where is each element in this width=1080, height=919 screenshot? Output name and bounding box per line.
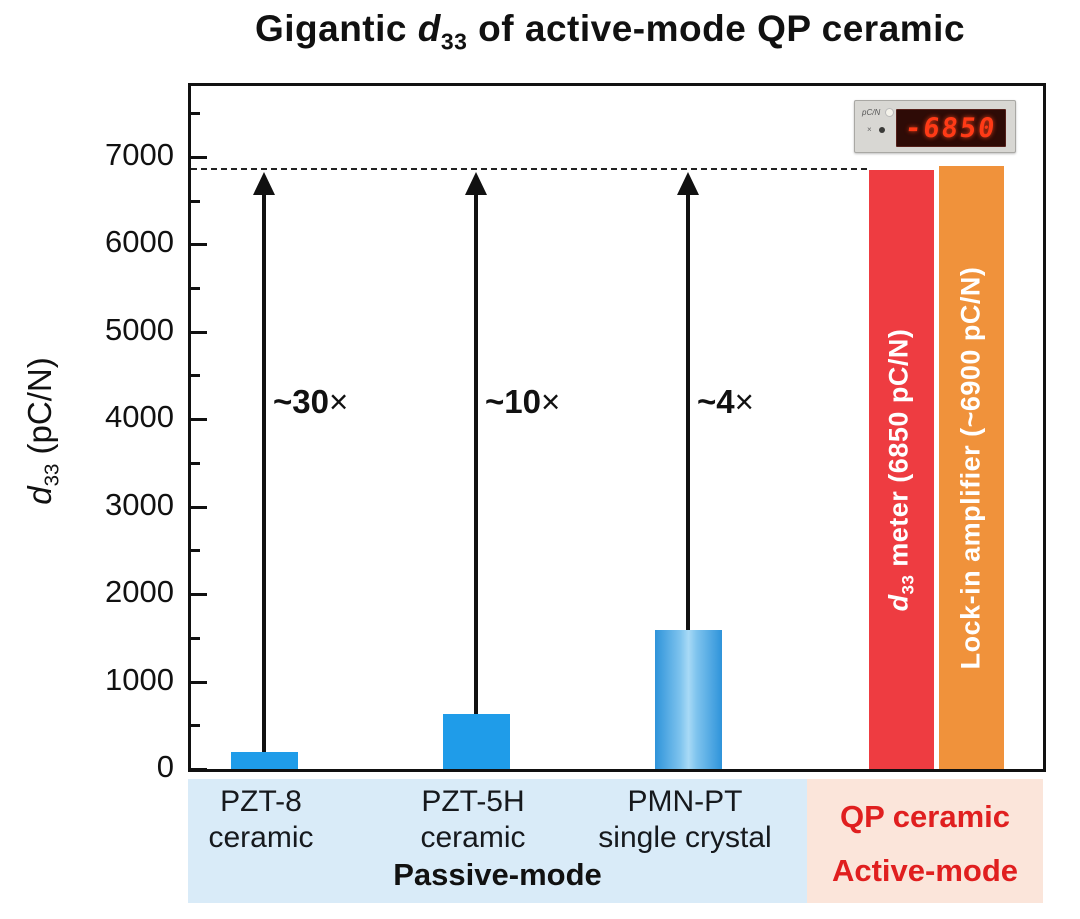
multiplier-value: ~10 <box>485 383 541 420</box>
plot-area: d33 meter (6850 pC/N) Lock-in amplifier … <box>188 83 1046 772</box>
title-d-symbol: d <box>417 8 441 49</box>
category-line1: PZT-5H <box>421 785 525 818</box>
category-line2: ceramic <box>208 821 314 854</box>
multiplier-value: ~4 <box>697 383 735 420</box>
y-axis-minor-tick <box>191 549 200 552</box>
y-tick-label: 0 <box>156 749 174 784</box>
gain-arrow-pzt5h <box>464 172 488 714</box>
times-sign: × <box>734 383 754 420</box>
y-tick-label: 7000 <box>105 137 174 172</box>
y-axis-minor-tick <box>191 462 200 465</box>
meter-led-icon <box>885 108 894 117</box>
y-tick-label: 1000 <box>105 662 174 697</box>
arrow-shaft <box>474 190 478 714</box>
y-axis-tick <box>191 418 207 421</box>
active-group-line2: Active-mode <box>831 853 1019 888</box>
category-label-pzt5h: PZT-5H ceramic <box>353 784 593 856</box>
category-line2: ceramic <box>420 821 526 854</box>
arrow-head-icon <box>677 172 699 195</box>
meter-button-icon <box>879 127 885 133</box>
y-tick-label: 3000 <box>105 487 174 522</box>
arrow-head-icon <box>253 172 275 195</box>
title-subscript: 33 <box>440 28 468 55</box>
bar-label-text: meter (6850 pC/N) <box>883 328 914 575</box>
y-tick-label: 6000 <box>105 224 174 259</box>
times-sign: × <box>540 383 561 420</box>
reference-dashed-line <box>191 168 867 170</box>
category-label-pmnpt: PMN-PT single crystal <box>565 784 805 856</box>
group-label-passive-mode: Passive-mode <box>393 857 602 892</box>
meter-reading: -6850 <box>903 112 999 144</box>
y-axis-tick <box>191 331 207 334</box>
chart-title: Gigantic d33 of active-mode QP ceramic <box>140 8 1080 64</box>
bar-d33-meter: d33 meter (6850 pC/N) <box>868 170 934 769</box>
times-sign: × <box>328 383 349 420</box>
multiplier-label-4x: ~4× <box>697 384 754 420</box>
category-label-pzt8: PZT-8 ceramic <box>141 784 381 856</box>
category-line1: PMN-PT <box>627 785 743 818</box>
arrow-head-icon <box>465 172 487 195</box>
y-axis-tick <box>191 681 207 684</box>
ylabel-d-symbol: d <box>21 486 58 505</box>
category-line2: single crystal <box>598 821 772 854</box>
y-axis-tick <box>191 243 207 246</box>
bar-pzt8-ceramic <box>230 752 298 769</box>
d33-meter-photo: pC/N × -6850 <box>854 100 1016 153</box>
bar-lockin-amplifier: Lock-in amplifier (~6900 pC/N) <box>938 166 1004 769</box>
meter-dot-label: × <box>867 125 872 134</box>
title-text: Gigantic <box>254 8 418 49</box>
bar-label-d-symbol: d <box>883 593 914 611</box>
title-text-post: of active-mode QP ceramic <box>467 8 966 49</box>
y-tick-label: 4000 <box>105 399 174 434</box>
bar-pzt5h-ceramic <box>442 714 510 769</box>
ylabel-subscript: 33 <box>40 463 64 487</box>
arrow-shaft <box>262 190 266 752</box>
active-group-line1: QP ceramic <box>839 799 1011 834</box>
ylabel-unit: (pC/N) <box>21 357 58 464</box>
y-axis-minor-tick <box>191 637 200 640</box>
y-axis-minor-tick <box>191 724 200 727</box>
y-axis-tick <box>191 768 207 771</box>
gain-arrow-pmnpt <box>676 172 700 630</box>
bar-label-subscript: 33 <box>898 574 918 594</box>
bar-pmnpt-crystal <box>654 630 722 769</box>
meter-unit-label: pC/N <box>862 108 881 117</box>
passive-mode-band <box>188 779 807 903</box>
multiplier-value: ~30 <box>273 383 329 420</box>
y-tick-label: 2000 <box>105 574 174 609</box>
multiplier-label-30x: ~30× <box>273 384 348 420</box>
multiplier-label-10x: ~10× <box>485 384 560 420</box>
y-axis-minor-tick <box>191 112 200 115</box>
active-mode-band <box>807 779 1043 903</box>
y-axis-minor-tick <box>191 287 200 290</box>
bar-label-text: Lock-in amplifier (~6900 pC/N) <box>955 266 986 669</box>
lockin-bar-label: Lock-in amplifier (~6900 pC/N) <box>956 266 987 669</box>
y-axis-tick <box>191 506 207 509</box>
y-axis-tick <box>191 593 207 596</box>
y-axis-minor-tick <box>191 374 200 377</box>
gain-arrow-pzt8 <box>252 172 276 752</box>
d33-meter-bar-label: d33 meter (6850 pC/N) <box>883 328 918 611</box>
y-axis-tick <box>191 156 207 159</box>
y-tick-label: 5000 <box>105 312 174 347</box>
group-label-active-mode: QP ceramic Active-mode <box>807 790 1043 898</box>
y-axis-minor-tick <box>191 200 200 203</box>
meter-display: -6850 <box>896 109 1006 147</box>
category-line1: PZT-8 <box>220 785 302 818</box>
arrow-shaft <box>686 190 690 630</box>
